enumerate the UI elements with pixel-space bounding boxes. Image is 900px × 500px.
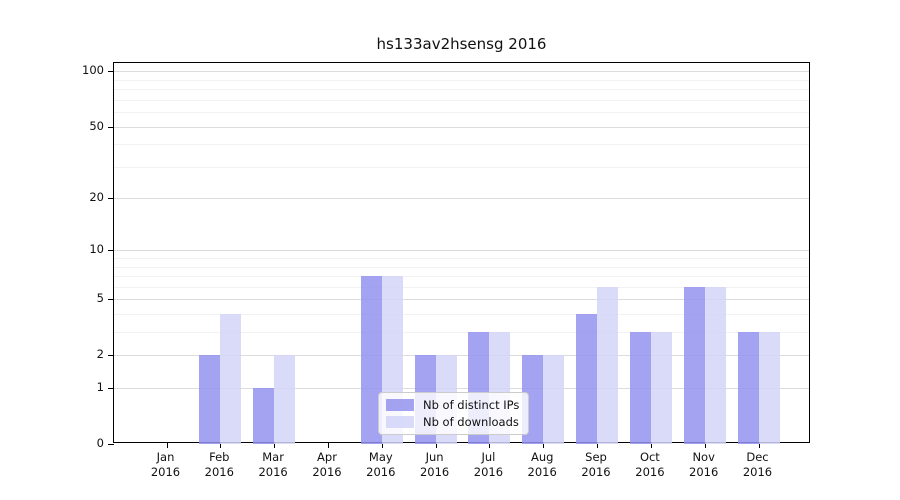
x-tick-label: Oct 2016 [620, 450, 680, 480]
y-tick-mark [108, 355, 114, 357]
bar-distinct-ips [360, 276, 382, 444]
gridline-major [114, 388, 809, 389]
x-tick-label: Nov 2016 [674, 450, 734, 480]
bar-distinct-ips [629, 332, 651, 444]
x-tick-label: Jul 2016 [458, 450, 518, 480]
chart-title: hs133av2hsensg 2016 [376, 35, 547, 53]
bar-downloads [597, 286, 618, 444]
plot-area [108, 62, 810, 448]
x-tick-mark [381, 443, 383, 448]
x-tick-label: Aug 2016 [512, 450, 572, 480]
y-tick-label: 0 [96, 436, 104, 450]
x-tick-label-year: 2016 [527, 465, 557, 479]
gridline-minor [114, 99, 809, 101]
bar-distinct-ips [199, 355, 221, 444]
gridline-minor [114, 144, 809, 146]
x-tick-label: Jun 2016 [405, 450, 465, 480]
gridline-minor [114, 258, 809, 260]
x-tick-label-year: 2016 [204, 465, 234, 479]
x-tick-label-year: 2016 [312, 465, 342, 479]
gridline-major [114, 71, 809, 73]
x-tick-mark [597, 443, 598, 448]
x-tick-label-year: 2016 [689, 465, 719, 479]
legend-swatch-downloads-icon [386, 416, 414, 428]
x-tick-mark [758, 443, 760, 448]
gridline-major [114, 250, 809, 252]
y-tick-label: 50 [89, 118, 104, 133]
gridline-minor [114, 79, 809, 81]
gridline-minor [114, 266, 809, 268]
x-tick-label-year: 2016 [742, 465, 773, 479]
legend-swatch-distinct-ips-icon [386, 399, 414, 411]
x-tick-mark [220, 443, 222, 448]
x-tick-mark [704, 443, 706, 448]
x-tick-mark [650, 443, 652, 448]
x-tick-label-year: 2016 [473, 465, 504, 479]
legend: Nb of distinct IPs Nb of downloads [378, 392, 530, 435]
x-tick-label: Feb 2016 [189, 450, 249, 480]
bar-downloads [650, 332, 672, 444]
y-tick-mark [108, 388, 114, 389]
y-tick-mark [108, 198, 114, 200]
gridline-major [114, 126, 809, 128]
legend-entry-downloads: Nb of downloads [386, 415, 519, 429]
x-tick-label-year: 2016 [419, 465, 450, 479]
bar-downloads [543, 355, 565, 444]
gridline-minor [114, 112, 809, 114]
x-tick-mark [435, 443, 437, 448]
bar-distinct-ips [737, 332, 759, 444]
bar-distinct-ips [253, 388, 275, 444]
y-tick-mark [108, 444, 114, 445]
legend-label-downloads: Nb of downloads [423, 415, 519, 429]
gridline-major [114, 355, 809, 357]
y-tick-label: 100 [82, 63, 104, 78]
bar-downloads [758, 332, 780, 444]
y-tick-label: 5 [96, 291, 104, 306]
legend-entry-distinct-ips: Nb of distinct IPs [386, 398, 519, 412]
bar-distinct-ips [576, 314, 597, 444]
gridline-minor [114, 286, 809, 288]
gridline-minor [114, 332, 809, 334]
y-tick-label: 2 [96, 347, 104, 362]
y-tick-mark [108, 126, 114, 128]
x-tick-label-year: 2016 [581, 465, 611, 479]
x-tick-label-year: 2016 [366, 465, 396, 479]
x-tick-label: May 2016 [351, 450, 411, 480]
gridline-major [114, 198, 809, 200]
x-tick-label: Apr 2016 [297, 450, 357, 480]
y-tick-label: 20 [89, 190, 104, 205]
y-tick-mark [108, 250, 114, 252]
bar-distinct-ips [683, 286, 705, 444]
bar-downloads [274, 355, 296, 444]
y-tick-label: 1 [96, 380, 104, 394]
x-tick-label: Sep 2016 [566, 450, 626, 480]
gridline-minor [114, 276, 809, 278]
gridline-major [114, 299, 809, 301]
x-tick-label: Mar 2016 [243, 450, 303, 480]
gridline-minor [114, 166, 809, 168]
y-tick-mark [108, 299, 114, 301]
x-tick-label: Dec 2016 [728, 450, 788, 480]
x-tick-label: Jan 2016 [136, 450, 196, 480]
x-tick-mark [166, 443, 168, 448]
x-tick-label-year: 2016 [635, 465, 665, 479]
gridline-minor [114, 89, 809, 91]
y-tick-label: 10 [89, 242, 104, 257]
x-tick-label-year: 2016 [258, 465, 288, 479]
x-tick-mark [328, 443, 329, 448]
y-tick-mark [108, 71, 114, 73]
bar-downloads [704, 286, 726, 444]
x-tick-mark [274, 443, 276, 448]
x-tick-mark [543, 443, 545, 448]
x-tick-label-year: 2016 [150, 465, 181, 479]
bar-downloads [220, 314, 242, 444]
legend-label-distinct-ips: Nb of distinct IPs [423, 398, 520, 412]
x-tick-mark [489, 443, 491, 448]
gridline-minor [114, 314, 809, 315]
